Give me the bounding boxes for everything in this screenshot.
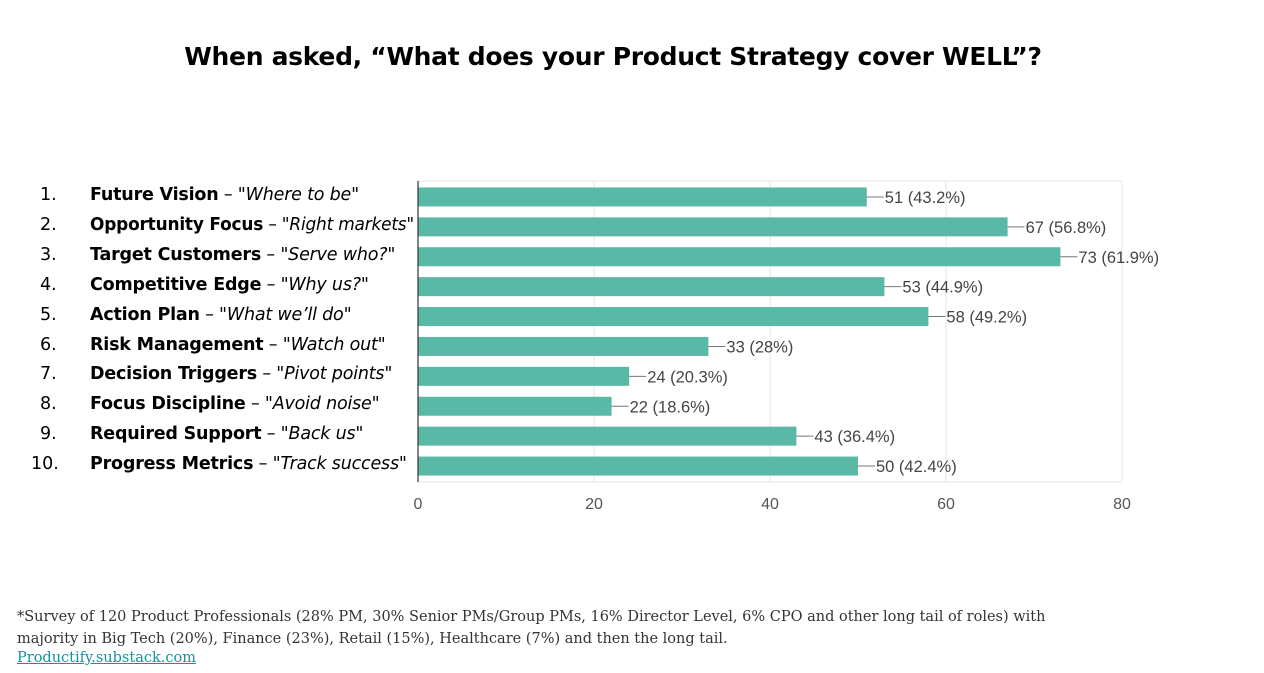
category-separator: – xyxy=(261,244,281,265)
category-text: Progress Metrics – "Track success" xyxy=(90,449,407,479)
category-quote: "Track success" xyxy=(272,454,407,475)
footnote-line-1: *Survey of 120 Product Professionals (28… xyxy=(17,609,1046,625)
category-quote: "Back us" xyxy=(280,424,364,445)
category-name: Future Vision xyxy=(90,185,219,205)
category-number: 2. xyxy=(40,214,57,235)
category-name: Decision Triggers xyxy=(90,364,257,385)
x-tick-label: 40 xyxy=(761,496,779,513)
category-number: 6. xyxy=(40,334,57,355)
bar xyxy=(418,366,630,386)
category-quote: "Where to be" xyxy=(237,185,359,205)
bar xyxy=(418,247,1061,267)
category-separator: – xyxy=(263,334,283,355)
category-separator: – xyxy=(263,214,282,235)
category-quote: "Watch out" xyxy=(282,334,386,355)
source-link[interactable]: Productify.substack.com xyxy=(17,650,196,666)
bar xyxy=(418,307,929,327)
chart-title: When asked, “What does your Product Stra… xyxy=(184,42,1042,71)
category-text: Future Vision – "Where to be" xyxy=(90,180,359,210)
category-number: 3. xyxy=(40,244,57,265)
category-text: Competitive Edge – "Why us?" xyxy=(90,270,369,300)
category-quote: "Pivot points" xyxy=(276,364,393,385)
data-label: 53 (44.9%) xyxy=(902,279,983,297)
category-separator: – xyxy=(261,274,281,295)
category-separator: – xyxy=(199,304,220,325)
bar xyxy=(418,217,1008,237)
category-separator: – xyxy=(256,364,277,385)
category-text: Opportunity Focus – "Right markets" xyxy=(90,210,414,240)
category-name: Progress Metrics xyxy=(90,454,254,475)
data-label: 22 (18.6%) xyxy=(630,398,711,416)
category-quote: "Avoid noise" xyxy=(264,394,380,415)
survey-footnote: *Survey of 120 Product Professionals (28… xyxy=(17,606,1117,650)
category-name: Opportunity Focus xyxy=(90,214,264,235)
category-number: 9. xyxy=(40,424,57,445)
category-separator: – xyxy=(261,424,281,445)
category-name: Target Customers xyxy=(90,244,262,265)
category-name: Action Plan xyxy=(90,304,200,325)
category-text: Target Customers – "Serve who?" xyxy=(90,240,395,270)
x-tick-label: 20 xyxy=(585,496,603,513)
bar xyxy=(418,426,797,446)
category-text: Focus Discipline – "Avoid noise" xyxy=(90,389,380,419)
category-number: 1. xyxy=(40,185,57,205)
category-quote: "Serve who?" xyxy=(280,244,396,265)
category-number: 10. xyxy=(31,454,59,475)
category-name: Risk Management xyxy=(90,334,264,355)
data-label: 50 (42.4%) xyxy=(876,458,957,476)
data-label: 51 (43.2%) xyxy=(885,189,966,207)
category-name: Required Support xyxy=(90,424,262,445)
category-quote: "Right markets" xyxy=(281,214,415,235)
category-quote: "What we’ll do" xyxy=(219,304,352,325)
data-label: 24 (20.3%) xyxy=(647,368,728,386)
category-number: 8. xyxy=(40,394,57,415)
x-tick-label: 0 xyxy=(414,496,423,513)
data-label: 43 (36.4%) xyxy=(814,428,895,446)
bar xyxy=(418,336,709,356)
category-text: Decision Triggers – "Pivot points" xyxy=(90,359,392,389)
bar xyxy=(418,187,867,207)
category-separator: – xyxy=(253,454,273,475)
category-text: Risk Management – "Watch out" xyxy=(90,330,386,360)
data-label: 58 (49.2%) xyxy=(946,309,1027,327)
bar xyxy=(418,277,885,297)
category-number: 7. xyxy=(40,364,57,385)
category-quote: "Why us?" xyxy=(280,274,369,295)
x-tick-label: 80 xyxy=(1113,496,1131,513)
x-tick-label: 60 xyxy=(937,496,955,513)
data-label: 73 (61.9%) xyxy=(1078,249,1159,267)
data-label: 33 (28%) xyxy=(726,338,793,356)
data-label: 67 (56.8%) xyxy=(1026,219,1107,237)
category-number: 4. xyxy=(40,274,57,295)
category-separator: – xyxy=(218,185,238,205)
category-text: Action Plan – "What we’ll do" xyxy=(90,300,352,330)
category-number: 5. xyxy=(40,304,57,325)
category-text: Required Support – "Back us" xyxy=(90,419,363,449)
bar xyxy=(418,456,858,476)
category-name: Competitive Edge xyxy=(90,274,262,295)
category-name: Focus Discipline xyxy=(90,394,246,415)
footnote-line-2: majority in Big Tech (20%), Finance (23%… xyxy=(17,631,728,647)
category-separator: – xyxy=(245,394,265,415)
bar xyxy=(418,396,612,416)
